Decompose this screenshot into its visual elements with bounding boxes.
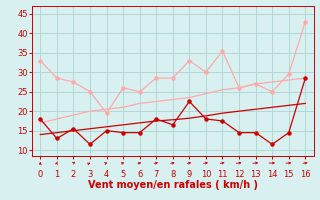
X-axis label: Vent moyen/en rafales ( km/h ): Vent moyen/en rafales ( km/h ) [88,180,258,190]
